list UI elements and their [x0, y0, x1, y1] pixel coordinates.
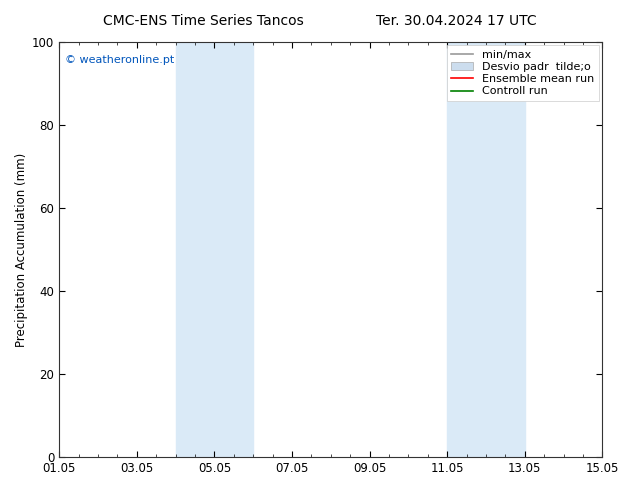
Text: Ter. 30.04.2024 17 UTC: Ter. 30.04.2024 17 UTC [376, 14, 537, 28]
Legend: min/max, Desvio padr  tilde;o, Ensemble mean run, Controll run: min/max, Desvio padr tilde;o, Ensemble m… [447, 46, 599, 101]
Bar [176, 42, 253, 457]
Y-axis label: Precipitation Accumulation (mm): Precipitation Accumulation (mm) [15, 152, 28, 347]
Text: CMC-ENS Time Series Tancos: CMC-ENS Time Series Tancos [103, 14, 303, 28]
Bar [447, 42, 525, 457]
Text: © weatheronline.pt: © weatheronline.pt [65, 54, 174, 65]
